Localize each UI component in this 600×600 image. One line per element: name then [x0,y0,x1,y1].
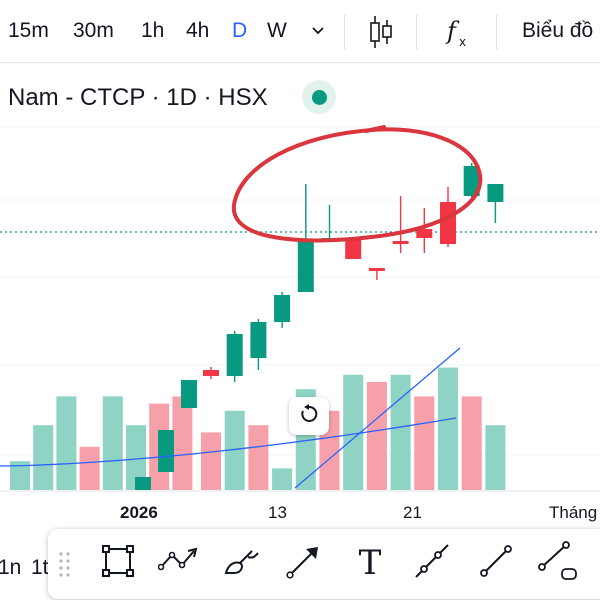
path-tool[interactable] [157,539,202,587]
volume-bar [102,396,123,490]
volume-ma-line [0,417,457,467]
timeframe-d[interactable]: D [232,19,248,42]
candle-body [297,241,314,292]
moving-average-line [294,347,461,489]
candle-body [274,295,291,322]
top-toolbar: 15m 30m 1h 4h D W f x Biểu đồ [0,0,600,62]
ray-tool[interactable] [410,539,454,587]
annotation-circle [231,127,483,243]
x-axis-label: 2026 [120,503,158,522]
market-status-indicator[interactable] [302,80,336,114]
x-axis-label: Tháng [549,503,598,522]
candle-body [250,322,267,358]
volume-bar [33,425,54,490]
candle-body [392,241,409,244]
trend-line-icon [476,541,516,586]
polyline-arrow-icon [157,543,202,584]
arrow-tool[interactable] [282,539,326,587]
reset-chart-button[interactable] [289,397,329,435]
market-open-dot [311,89,327,105]
svg-text:x: x [459,35,466,49]
volume-bar [79,446,100,490]
volume-bar [390,374,411,490]
volume-bar [224,410,245,490]
drawing-toolbar: T [48,529,600,599]
toolbar-border [0,62,600,63]
info-line-tool[interactable] [536,539,580,587]
candle-body [203,370,219,376]
volume-bar [56,396,77,490]
candle-body [345,238,362,259]
volume-bar [201,432,221,490]
function-icon[interactable]: f x [444,14,474,55]
info-line-icon [536,539,580,588]
x-axis-label: 13 [268,503,287,522]
volume-bar [438,367,458,490]
volume-bar [485,425,506,490]
reset-icon [298,403,320,430]
range-button[interactable]: 1t [31,556,49,579]
chart-type-button[interactable]: Biểu đồ [522,19,594,42]
candle-body [463,166,480,196]
candle-body [226,334,243,376]
candle-body [487,184,504,202]
volume-bar [461,396,482,490]
candles-icon[interactable] [366,14,396,55]
brush-icon [222,543,262,584]
drag-handle-icon[interactable] [58,551,72,577]
timeframe-1h[interactable]: 1h [141,19,165,42]
volume-bar [343,374,364,490]
ray-icon [412,541,452,586]
trend-line-tool[interactable] [474,539,518,587]
volume-bar [272,468,293,490]
candle-body [440,202,456,244]
symbol-title[interactable]: Nam - CTCP · 1D · HSX [8,84,268,111]
chevron-down-icon[interactable] [309,22,327,45]
candle-body [416,229,433,238]
timeframe-15m[interactable]: 15m [8,19,49,42]
rectangle-tool[interactable] [96,539,140,587]
candle-body [368,268,385,271]
rectangle-icon [100,543,136,584]
arrow-icon [284,541,324,586]
timeframe-w[interactable]: W [267,19,287,42]
timeframe-30m[interactable]: 30m [73,19,114,42]
text-tool[interactable]: T [348,539,392,587]
volume-bar [366,382,387,490]
volume-bar [172,396,193,490]
brush-tool[interactable] [220,539,264,587]
toolbar-divider [344,14,345,50]
text-icon: T [358,543,382,583]
volume-bar [10,461,30,490]
range-button[interactable]: 1n [0,556,22,579]
timeframe-4h[interactable]: 4h [186,19,210,42]
annotation-stroke [364,125,386,133]
candle-body [135,477,151,490]
x-axis-label: 21 [403,503,422,522]
volume-bar [248,425,269,490]
toolbar-divider [416,14,417,50]
volume-bar [414,396,435,490]
candle-body [158,430,174,472]
toolbar-divider [496,14,497,50]
candle-body [181,380,197,408]
volume-bar [126,425,146,490]
